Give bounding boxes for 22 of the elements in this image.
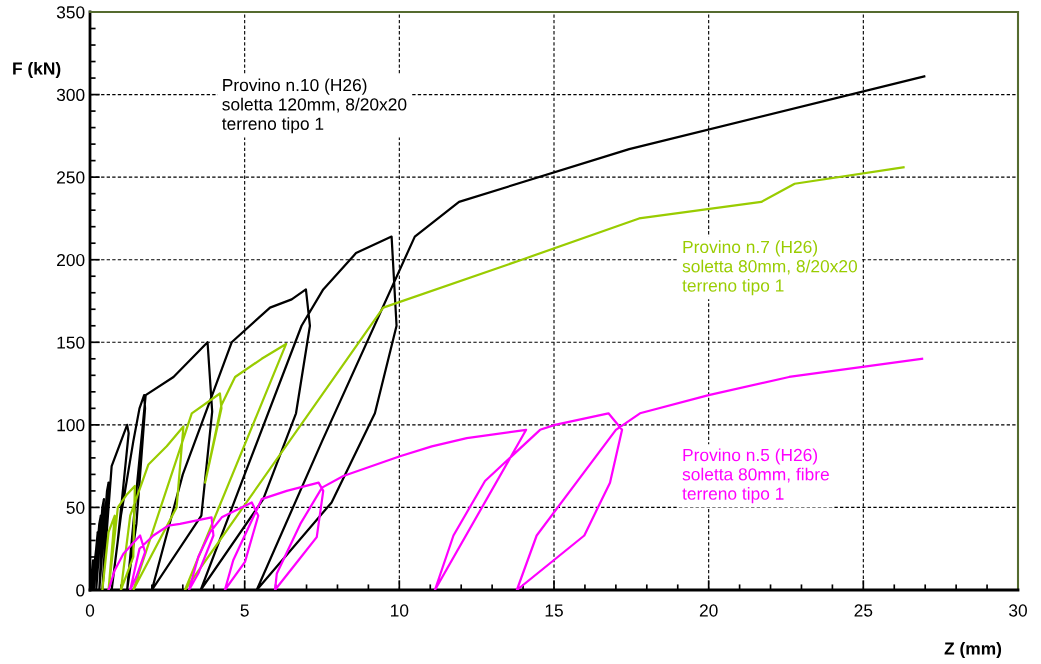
y-tick-label: 200 — [57, 253, 85, 267]
x-tick-label: 10 — [391, 604, 409, 617]
y-tick-label: 350 — [56, 6, 85, 19]
x-axis-title: Z (mm) — [944, 641, 1002, 659]
x-tick-label: 15 — [545, 604, 563, 617]
y-tick-label: 150 — [57, 336, 85, 349]
x-tick-label: 0 — [85, 604, 95, 617]
y-tick-label: 0 — [76, 584, 85, 597]
x-tick-label: 30 — [1009, 604, 1027, 617]
text: Provino n.10 (H26) soletta 120mm, 8/20x20 terreno tipo 1 — [222, 78, 407, 134]
x-tick-label: 25 — [854, 604, 873, 617]
x-tick-label: 20 — [699, 604, 718, 617]
y-tick-label: 300 — [56, 88, 85, 102]
y-tick-label: 100 — [57, 419, 85, 432]
y-tick-label: 50 — [66, 501, 85, 514]
x-tick-label: 5 — [240, 604, 249, 617]
text: Provino n.5 (H26) soletta 80mm, fibre terreno tipo 1 — [682, 448, 829, 504]
line-series — [107, 357, 924, 590]
y-axis-title: F (kN) — [13, 61, 61, 79]
series-label: Provino n.7 (H26) soletta 80mm, 8/20x20 terreno tipo 1 — [682, 240, 858, 296]
line-series — [101, 166, 905, 590]
y-tick-label: 250 — [57, 171, 85, 184]
